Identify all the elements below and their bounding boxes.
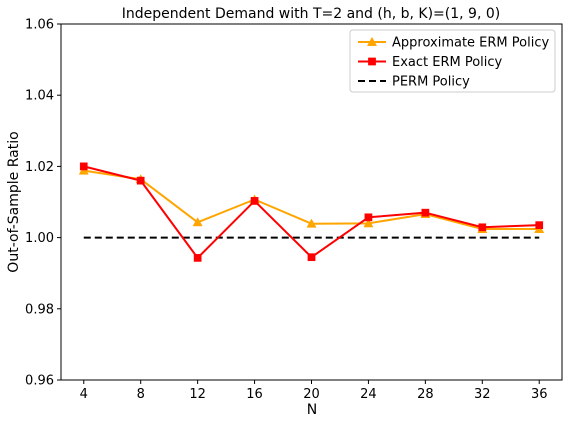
legend-label: Approximate ERM Policy: [392, 36, 549, 51]
y-tick-label: 0.96: [25, 374, 54, 389]
y-tick-label: 1.02: [25, 160, 54, 175]
y-tick-label: 0.98: [25, 302, 54, 317]
data-point: [421, 208, 430, 217]
legend: Approximate ERM Policy Exact ERM Policy PE…: [349, 29, 556, 93]
series-exact-erm-policy: [79, 162, 544, 262]
data-point: [250, 197, 259, 205]
y-tick-label: 1.06: [25, 18, 54, 33]
y-axis-label: Out-of-Sample Ratio: [6, 131, 22, 272]
x-axis-label: N: [307, 402, 317, 418]
y-tick-label: 1.04: [25, 89, 54, 104]
legend-item: PERM Policy: [358, 75, 470, 90]
data-point: [193, 254, 202, 262]
data-point: [363, 218, 374, 228]
x-tick-label: 36: [531, 387, 548, 402]
data-point: [192, 217, 203, 227]
series-layer: [78, 162, 545, 262]
data-point: [306, 218, 317, 228]
x-tick-label: 28: [417, 387, 434, 402]
x-tick-label: 32: [474, 387, 491, 402]
chart-title: Independent Demand with T=2 and (h, b, K…: [122, 6, 500, 22]
legend-item: Approximate ERM Policy: [358, 36, 549, 51]
legend-marker: [366, 36, 378, 46]
data-point: [478, 223, 487, 232]
y-axis: 0.96 0.98 1.00 1.02 1.04 1.06: [25, 18, 61, 389]
data-point: [307, 253, 316, 262]
x-tick-label: 20: [303, 387, 320, 402]
legend-marker: [368, 57, 376, 66]
x-tick-label: 4: [80, 387, 88, 402]
x-tick-label: 16: [246, 387, 263, 402]
legend-label: Exact ERM Policy: [392, 55, 503, 70]
data-point: [535, 221, 544, 229]
data-point: [79, 162, 88, 171]
y-tick-label: 1.00: [25, 231, 54, 246]
x-tick-label: 12: [189, 387, 206, 402]
legend-label: PERM Policy: [392, 75, 470, 90]
legend-box: [349, 29, 556, 93]
x-axis: 4 8 12 16 20 24 28 32 36: [80, 380, 548, 402]
legend-item: Exact ERM Policy: [358, 55, 503, 70]
x-tick-label: 24: [360, 387, 377, 402]
data-point: [136, 176, 145, 185]
x-tick-label: 8: [137, 387, 145, 402]
data-point: [364, 213, 373, 222]
